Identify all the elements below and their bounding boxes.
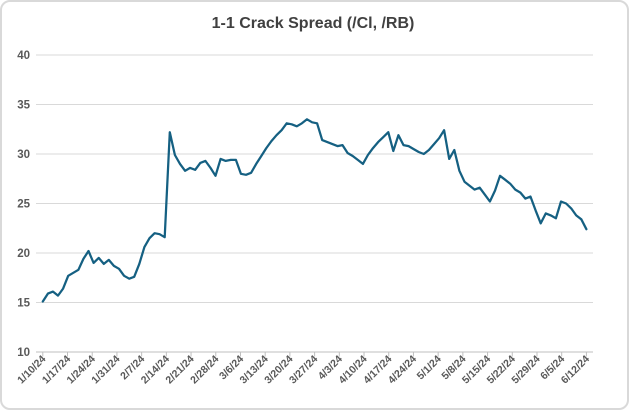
series-line (41, 118, 588, 303)
y-tick-label: 25 (17, 199, 30, 211)
x-tick-label: 4/24/24 (386, 353, 419, 386)
y-tick-label: 40 (17, 50, 30, 62)
x-tick-label: 6/12/24 (559, 353, 592, 386)
y-tick-label: 35 (17, 100, 30, 112)
x-tick-label: 2/28/24 (188, 353, 221, 386)
y-tick-label: 20 (17, 248, 30, 260)
x-tick-label: 5/1/24 (415, 353, 444, 382)
x-tick-label: 5/29/24 (509, 353, 542, 386)
plot-area: 403530252015101/10/241/17/241/24/241/31/… (15, 50, 593, 386)
x-tick-label: 3/27/24 (287, 353, 320, 386)
y-tick-label: 15 (17, 298, 30, 310)
y-tick-label: 30 (17, 149, 30, 161)
x-tick-label: 1/31/24 (89, 353, 122, 386)
y-tick-label: 10 (17, 347, 30, 359)
chart-title: 1-1 Crack Spread (/Cl, /RB) (212, 15, 415, 32)
